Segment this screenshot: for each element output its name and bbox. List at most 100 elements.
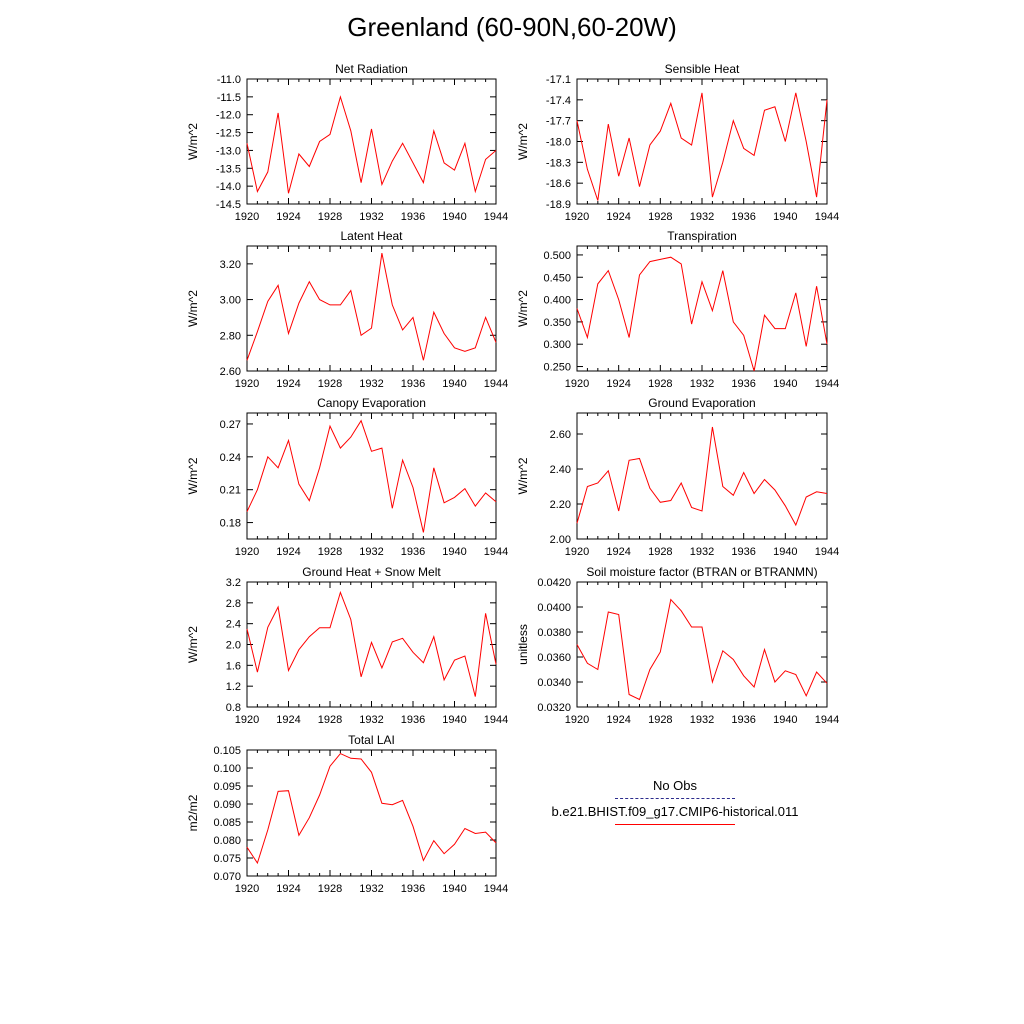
y-tick-label: 0.300 bbox=[543, 339, 571, 351]
y-axis-label: W/m^2 bbox=[516, 290, 530, 327]
plot-frame bbox=[246, 749, 497, 877]
x-tick-label: 1936 bbox=[401, 546, 425, 558]
x-tick-label: 1932 bbox=[690, 546, 714, 558]
x-tick-label: 1944 bbox=[484, 883, 508, 895]
legend-swatch-obs bbox=[615, 798, 735, 799]
y-tick-label: -18.9 bbox=[546, 199, 571, 211]
y-tick-label: 0.0320 bbox=[537, 702, 571, 714]
legend-label-model: b.e21.BHIST.f09_g17.CMIP6-historical.011 bbox=[551, 804, 799, 819]
x-tick-label: 1936 bbox=[731, 378, 755, 390]
x-tick-label: 1936 bbox=[401, 211, 425, 223]
x-tick-label: 1932 bbox=[359, 883, 383, 895]
y-tick-label: 2.80 bbox=[220, 330, 241, 342]
x-tick-label: 1940 bbox=[773, 714, 797, 726]
x-tick-label: 1944 bbox=[484, 546, 508, 558]
plot-title: Ground Evaporation bbox=[648, 396, 755, 410]
y-tick-label: 2.60 bbox=[220, 366, 241, 378]
y-axis-label: W/m^2 bbox=[186, 123, 200, 160]
y-axis-label: m2/m2 bbox=[186, 794, 200, 831]
y-tick-label: 0.105 bbox=[213, 745, 241, 757]
y-tick-label: 0.0400 bbox=[537, 602, 571, 614]
y-tick-label: 0.070 bbox=[213, 871, 241, 883]
x-tick-label: 1936 bbox=[401, 714, 425, 726]
y-tick-label: 2.4 bbox=[226, 619, 241, 631]
y-tick-label: -11.0 bbox=[217, 74, 241, 86]
y-axis-label: W/m^2 bbox=[186, 457, 200, 494]
x-tick-label: 1924 bbox=[276, 546, 300, 558]
y-tick-label: -12.5 bbox=[216, 128, 241, 140]
y-tick-label: 0.0340 bbox=[537, 677, 571, 689]
y-tick-label: -17.7 bbox=[546, 116, 571, 128]
y-tick-label: 0.0360 bbox=[537, 652, 571, 664]
y-tick-label: -18.3 bbox=[546, 157, 571, 169]
series-line bbox=[576, 426, 828, 527]
x-tick-label: 1928 bbox=[318, 546, 342, 558]
plot-frame bbox=[576, 581, 828, 708]
legend-swatch-model bbox=[615, 824, 735, 825]
plot-frame bbox=[246, 78, 497, 205]
x-tick-label: 1940 bbox=[442, 883, 466, 895]
series-line bbox=[576, 256, 828, 372]
x-tick-label: 1928 bbox=[648, 211, 672, 223]
y-tick-label: -18.6 bbox=[546, 178, 571, 190]
x-tick-label: 1928 bbox=[318, 378, 342, 390]
y-tick-label: 3.2 bbox=[226, 577, 241, 589]
y-tick-label: 0.075 bbox=[213, 853, 241, 865]
series-line bbox=[246, 253, 497, 361]
x-tick-label: 1940 bbox=[773, 546, 797, 558]
y-tick-label: 0.27 bbox=[220, 419, 241, 431]
legend-entry-obs: No Obs bbox=[530, 778, 820, 802]
x-tick-label: 1944 bbox=[815, 378, 839, 390]
x-tick-label: 1920 bbox=[565, 714, 589, 726]
x-tick-label: 1928 bbox=[318, 211, 342, 223]
x-tick-label: 1932 bbox=[359, 211, 383, 223]
x-tick-label: 1940 bbox=[442, 546, 466, 558]
y-tick-label: 3.20 bbox=[220, 259, 241, 271]
y-tick-label: 2.40 bbox=[550, 464, 571, 476]
y-tick-label: 0.085 bbox=[213, 817, 241, 829]
y-tick-label: -14.0 bbox=[216, 181, 241, 193]
y-tick-label: 2.8 bbox=[226, 598, 241, 610]
x-tick-label: 1932 bbox=[359, 714, 383, 726]
series-line bbox=[576, 92, 828, 201]
y-tick-label: 2.20 bbox=[550, 499, 571, 511]
x-tick-label: 1936 bbox=[731, 546, 755, 558]
y-axis-label: unitless bbox=[516, 624, 530, 665]
plot-title: Net Radiation bbox=[335, 62, 408, 76]
x-tick-label: 1920 bbox=[235, 378, 259, 390]
x-tick-label: 1920 bbox=[565, 378, 589, 390]
y-tick-label: 0.090 bbox=[213, 799, 241, 811]
series-line bbox=[246, 752, 497, 865]
x-tick-label: 1936 bbox=[401, 378, 425, 390]
y-tick-label: 0.450 bbox=[543, 272, 571, 284]
x-tick-label: 1932 bbox=[359, 378, 383, 390]
x-tick-label: 1944 bbox=[815, 546, 839, 558]
x-tick-label: 1920 bbox=[235, 546, 259, 558]
y-tick-label: -11.5 bbox=[217, 92, 241, 104]
legend-entry-model: b.e21.BHIST.f09_g17.CMIP6-historical.011 bbox=[530, 804, 820, 828]
x-tick-label: 1928 bbox=[318, 714, 342, 726]
x-tick-label: 1936 bbox=[731, 714, 755, 726]
x-tick-label: 1924 bbox=[276, 883, 300, 895]
x-tick-label: 1932 bbox=[690, 378, 714, 390]
x-tick-label: 1924 bbox=[606, 378, 630, 390]
y-tick-label: 0.100 bbox=[213, 763, 241, 775]
plot-title: Total LAI bbox=[348, 733, 395, 747]
x-tick-label: 1920 bbox=[565, 546, 589, 558]
x-tick-label: 1944 bbox=[484, 211, 508, 223]
y-tick-label: 0.24 bbox=[220, 452, 241, 464]
y-axis-label: W/m^2 bbox=[516, 123, 530, 160]
x-tick-label: 1928 bbox=[648, 546, 672, 558]
y-tick-label: 1.2 bbox=[226, 681, 241, 693]
x-tick-label: 1944 bbox=[815, 714, 839, 726]
plot-title: Ground Heat + Snow Melt bbox=[302, 565, 441, 579]
x-tick-label: 1940 bbox=[442, 211, 466, 223]
x-tick-label: 1936 bbox=[731, 211, 755, 223]
y-tick-label: 0.21 bbox=[220, 485, 241, 497]
y-tick-label: -13.5 bbox=[216, 163, 241, 175]
x-tick-label: 1928 bbox=[648, 714, 672, 726]
x-tick-label: 1920 bbox=[565, 211, 589, 223]
x-tick-label: 1924 bbox=[606, 714, 630, 726]
y-tick-label: -17.1 bbox=[546, 74, 571, 86]
